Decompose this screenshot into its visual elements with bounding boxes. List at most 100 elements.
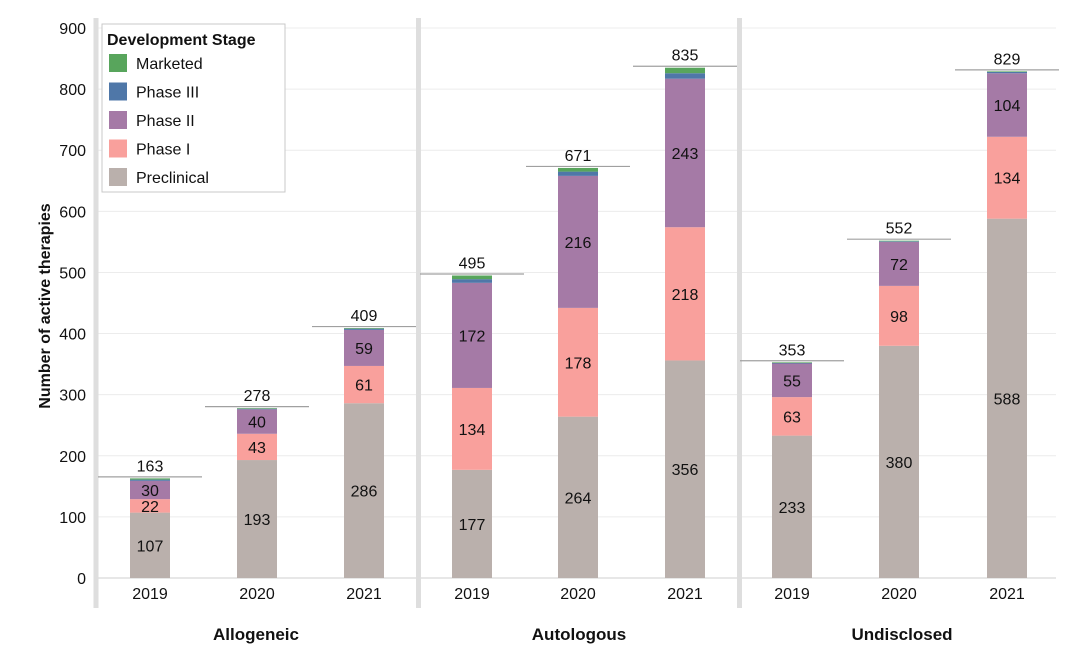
bar-segment-phase-iii (879, 241, 919, 242)
x-tick-label: 2020 (560, 586, 596, 603)
panel-separator (737, 18, 742, 608)
segment-value-label: 107 (137, 538, 164, 555)
segment-value-label: 356 (672, 462, 699, 479)
bar-segment-preclinical (772, 435, 812, 578)
bar-segment-marketed (452, 275, 492, 280)
bar-segment-marketed (130, 478, 170, 480)
bar-segment-phase-i (130, 499, 170, 513)
legend-items: Marketed Phase III Phase II Phase I Preclini… (109, 54, 209, 187)
y-tick-label: 800 (59, 82, 86, 99)
segment-value-label: 40 (248, 415, 266, 432)
total-value-label: 671 (565, 148, 592, 165)
y-axis-label: Number of active therapies (37, 203, 54, 409)
bar-segment-marketed (237, 408, 277, 409)
segment-value-label: 134 (994, 171, 1021, 188)
y-tick-label: 100 (59, 510, 86, 527)
bar-segment-preclinical (130, 512, 170, 578)
bar-segment-preclinical (558, 416, 598, 578)
segment-value-label: 193 (244, 512, 271, 529)
legend-swatch-phase-ii (109, 111, 127, 129)
segment-value-label: 380 (886, 455, 913, 472)
bar-segment-preclinical (987, 218, 1027, 578)
segment-value-label: 178 (565, 355, 592, 372)
panel-separator (93, 18, 99, 608)
bar-segment-phase-i (987, 136, 1027, 219)
segment-value-label: 63 (783, 409, 801, 426)
x-tick-label: 2020 (239, 586, 275, 603)
legend-label: Phase I (136, 142, 190, 159)
segment-value-label: 55 (783, 373, 801, 390)
segment-value-label: 72 (890, 257, 908, 274)
y-axis: 0 100 200 300 400 500 600 700 800 900 (59, 21, 86, 588)
total-value-label: 552 (886, 221, 913, 238)
bar-segment-phase-ii (987, 73, 1027, 137)
total-value-label: 495 (459, 256, 486, 273)
x-tick-label: 2019 (774, 586, 810, 603)
bar-segment-phase-ii (558, 175, 598, 308)
total-value-label: 353 (779, 342, 806, 359)
segment-value-label: 61 (355, 378, 373, 395)
legend-swatch-phase-iii (109, 82, 127, 101)
bar-segment-phase-iii (772, 362, 812, 364)
segment-value-label: 588 (994, 391, 1021, 408)
bar-segment-preclinical (879, 345, 919, 578)
segment-value-label: 98 (890, 309, 908, 326)
total-value-label: 409 (351, 308, 378, 325)
legend-title: Development Stage (107, 32, 256, 49)
segment-value-label: 43 (248, 440, 266, 457)
legend-label: Marketed (136, 56, 203, 73)
bar-segment-phase-iii (558, 171, 598, 176)
bar-segment-phase-i (772, 397, 812, 436)
segment-value-label: 177 (459, 517, 486, 534)
x-tick-label: 2019 (454, 586, 490, 603)
bar-segment-phase-ii (237, 409, 277, 434)
panel-title: Autologous (532, 625, 626, 644)
bar-segment-marketed (665, 67, 705, 74)
y-tick-label: 0 (77, 571, 86, 588)
legend-box (101, 23, 286, 193)
segment-value-label: 218 (672, 287, 699, 304)
legend-label: Phase II (136, 113, 195, 130)
bar-segment-marketed (879, 240, 919, 242)
bar-segment-phase-iii (987, 72, 1027, 74)
x-tick-label: 2021 (346, 586, 382, 603)
bar-segment-marketed (772, 362, 812, 363)
segment-value-label: 172 (459, 328, 486, 345)
legend-swatch-marketed (109, 54, 127, 72)
bar-segment-phase-i (665, 227, 705, 361)
bar-segment-phase-i (879, 285, 919, 346)
panel-separators (93, 18, 742, 608)
bar-segment-marketed (344, 328, 384, 329)
bar-segment-phase-iii (130, 479, 170, 481)
y-tick-label: 700 (59, 143, 86, 160)
bar-segment-phase-iii (237, 408, 277, 410)
legend-swatch-preclinical (109, 168, 127, 186)
bar-segment-preclinical (452, 469, 492, 578)
y-tick-label: 200 (59, 449, 86, 466)
y-tick-label: 400 (59, 327, 86, 344)
bar-segment-preclinical (237, 460, 277, 578)
bar-segment-marketed (558, 167, 598, 172)
legend-swatch-phase-i (109, 139, 127, 158)
bar-segment-phase-i (452, 387, 492, 470)
segment-value-label: 286 (351, 484, 378, 501)
bar-segment-phase-i (237, 433, 277, 461)
bar-segment-phase-ii (130, 480, 170, 500)
bar-segment-phase-ii (665, 78, 705, 228)
panel-separator (416, 18, 421, 608)
bar-segment-phase-iii (344, 328, 384, 330)
x-tick-label: 2019 (132, 586, 168, 603)
legend: Development Stage Marketed Phase III Phase… (101, 23, 286, 193)
bar-segment-phase-i (344, 365, 384, 404)
panel-title: Undisclosed (851, 625, 952, 644)
panel-title: Allogeneic (213, 625, 299, 644)
y-tick-label: 600 (59, 204, 86, 221)
total-value-label: 829 (994, 51, 1021, 68)
segment-value-label: 59 (355, 341, 373, 358)
bar-segment-phase-i (558, 307, 598, 417)
total-value-label: 278 (244, 388, 271, 405)
bar-segment-phase-iii (452, 279, 492, 283)
segment-value-label: 22 (141, 499, 159, 516)
